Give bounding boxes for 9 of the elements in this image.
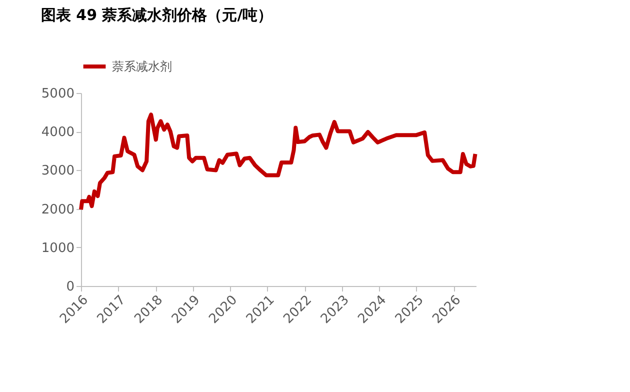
y-tick-label: 2000: [41, 202, 74, 218]
y-tick-label: 1000: [41, 240, 74, 256]
chart-title: 图表 49 萘系减水剂价格（元/吨）: [40, 6, 273, 24]
y-tick-label: 0: [66, 280, 74, 294]
line-series: [79, 112, 478, 212]
y-tick-label: 3000: [41, 164, 74, 179]
legend-label: 萘系减水剂: [112, 60, 172, 74]
y-tick-label: 5000: [41, 86, 74, 102]
y-tick-label: 4000: [41, 125, 74, 140]
